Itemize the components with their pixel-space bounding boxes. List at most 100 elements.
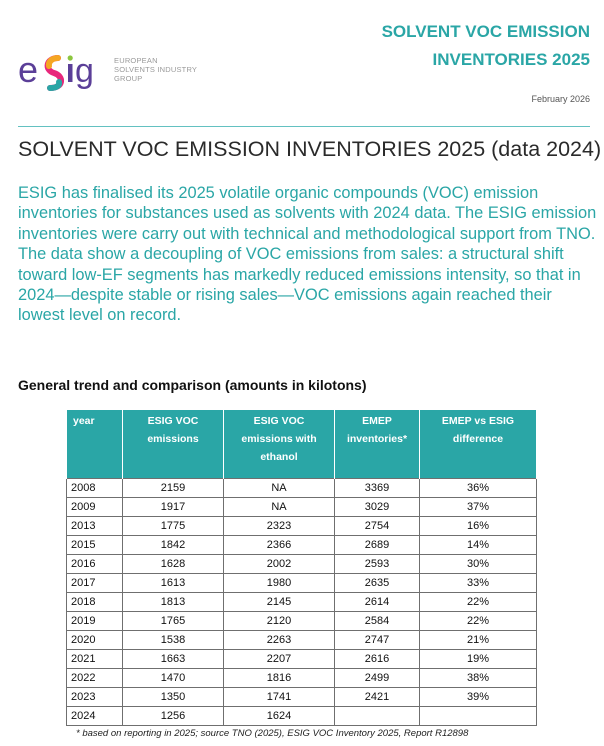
esig-voc-cell: 2159 bbox=[122, 477, 224, 498]
esig-voc-ethanol-cell: 2366 bbox=[223, 534, 335, 555]
esig-voc-ethanol-cell: 2120 bbox=[223, 610, 335, 631]
esig-logo: e g EUROPEAN SOLVENTS INDUSTRY GROUP bbox=[18, 44, 218, 104]
esig-voc-cell: 1256 bbox=[122, 705, 224, 726]
document-title: SOLVENT VOC EMISSION INVENTORIES 2025 bbox=[381, 22, 590, 69]
intro-paragraph: The data show a decoupling of VOC emissi… bbox=[18, 245, 581, 325]
table-row: 2009 1917 NA 3029 37% bbox=[66, 496, 537, 517]
table-row: 2018 1813 2145 2614 22% bbox=[66, 591, 537, 612]
page-heading: SOLVENT VOC EMISSION INVENTORIES 2025 (d… bbox=[18, 137, 602, 161]
difference-cell: 22% bbox=[419, 591, 537, 612]
emep-cell: 2593 bbox=[334, 553, 420, 574]
year-cell: 2017 bbox=[66, 572, 123, 593]
table-row: 2016 1628 2002 2593 30% bbox=[66, 553, 537, 574]
year-cell: 2008 bbox=[66, 477, 123, 498]
svg-text:g: g bbox=[75, 52, 94, 90]
emep-cell: 2689 bbox=[334, 534, 420, 555]
table-row: 2020 1538 2263 2747 21% bbox=[66, 629, 537, 650]
emep-cell: 2635 bbox=[334, 572, 420, 593]
esig-voc-ethanol-cell: NA bbox=[223, 477, 335, 498]
difference-cell: 14% bbox=[419, 534, 537, 555]
esig-logo-mark: e g bbox=[18, 49, 94, 91]
difference-cell: 16% bbox=[419, 515, 537, 536]
header-esig-voc-ethanol: ESIG VOC emissions with ethanol bbox=[223, 410, 335, 478]
document-date: February 2026 bbox=[531, 94, 590, 104]
esig-voc-cell: 1917 bbox=[122, 496, 224, 517]
table-row: 2022 1470 1816 2499 38% bbox=[66, 667, 537, 688]
table-footnote: * based on reporting in 2025; source TNO… bbox=[76, 728, 469, 739]
table-row: 2021 1663 2207 2616 19% bbox=[66, 648, 537, 669]
esig-voc-cell: 1765 bbox=[122, 610, 224, 631]
esig-voc-ethanol-cell: 1816 bbox=[223, 667, 335, 688]
difference-cell: 30% bbox=[419, 553, 537, 574]
table-header-row: year ESIG VOC emissions ESIG VOC emissio… bbox=[66, 410, 537, 478]
header-difference: EMEP vs ESIG difference bbox=[419, 410, 537, 478]
table-row: 2015 1842 2366 2689 14% bbox=[66, 534, 537, 555]
header-year: year bbox=[66, 410, 123, 478]
emep-cell bbox=[334, 705, 420, 726]
difference-cell: 37% bbox=[419, 496, 537, 517]
header-emep: EMEP inventories* bbox=[334, 410, 420, 478]
esig-voc-ethanol-cell: NA bbox=[223, 496, 335, 517]
table-heading: General trend and comparison (amounts in… bbox=[18, 377, 367, 393]
year-cell: 2018 bbox=[66, 591, 123, 612]
year-cell: 2016 bbox=[66, 553, 123, 574]
emissions-table: year ESIG VOC emissions ESIG VOC emissio… bbox=[66, 410, 537, 726]
emep-cell: 3029 bbox=[334, 496, 420, 517]
esig-voc-cell: 1775 bbox=[122, 515, 224, 536]
difference-cell: 33% bbox=[419, 572, 537, 593]
emep-cell: 2499 bbox=[334, 667, 420, 688]
emep-cell: 3369 bbox=[334, 477, 420, 498]
year-cell: 2022 bbox=[66, 667, 123, 688]
esig-voc-cell: 1350 bbox=[122, 686, 224, 707]
esig-voc-ethanol-cell: 1624 bbox=[223, 705, 335, 726]
difference-cell: 36% bbox=[419, 477, 537, 498]
esig-voc-ethanol-cell: 2145 bbox=[223, 591, 335, 612]
year-cell: 2013 bbox=[66, 515, 123, 536]
esig-voc-cell: 1538 bbox=[122, 629, 224, 650]
esig-voc-ethanol-cell: 1741 bbox=[223, 686, 335, 707]
emep-cell: 2421 bbox=[334, 686, 420, 707]
emep-cell: 2614 bbox=[334, 591, 420, 612]
esig-voc-cell: 1663 bbox=[122, 648, 224, 669]
header-esig-voc: ESIG VOC emissions bbox=[122, 410, 224, 478]
year-cell: 2024 bbox=[66, 705, 123, 726]
difference-cell: 19% bbox=[419, 648, 537, 669]
table-row: 2017 1613 1980 2635 33% bbox=[66, 572, 537, 593]
difference-cell: 39% bbox=[419, 686, 537, 707]
table-row: 2019 1765 2120 2584 22% bbox=[66, 610, 537, 631]
esig-voc-cell: 1813 bbox=[122, 591, 224, 612]
esig-voc-ethanol-cell: 1980 bbox=[223, 572, 335, 593]
table-row: 2023 1350 1741 2421 39% bbox=[66, 686, 537, 707]
esig-voc-cell: 1842 bbox=[122, 534, 224, 555]
logo-subtitle: EUROPEAN SOLVENTS INDUSTRY GROUP bbox=[114, 56, 198, 83]
esig-voc-ethanol-cell: 2207 bbox=[223, 648, 335, 669]
intro-paragraph: ESIG has finalised its 2025 volatile org… bbox=[18, 184, 597, 243]
table-row: 2008 2159 NA 3369 36% bbox=[66, 477, 537, 498]
year-cell: 2020 bbox=[66, 629, 123, 650]
svg-text:e: e bbox=[18, 49, 38, 90]
difference-cell: 21% bbox=[419, 629, 537, 650]
esig-voc-ethanol-cell: 2323 bbox=[223, 515, 335, 536]
header-divider bbox=[18, 126, 590, 127]
table-row: 2013 1775 2323 2754 16% bbox=[66, 515, 537, 536]
esig-voc-cell: 1613 bbox=[122, 572, 224, 593]
table-row: 2024 1256 1624 bbox=[66, 705, 537, 726]
difference-cell bbox=[419, 705, 537, 726]
intro-text: ESIG has finalised its 2025 volatile org… bbox=[18, 183, 598, 326]
year-cell: 2015 bbox=[66, 534, 123, 555]
esig-voc-ethanol-cell: 2263 bbox=[223, 629, 335, 650]
emep-cell: 2747 bbox=[334, 629, 420, 650]
difference-cell: 22% bbox=[419, 610, 537, 631]
year-cell: 2009 bbox=[66, 496, 123, 517]
emep-cell: 2584 bbox=[334, 610, 420, 631]
table-body: 2008 2159 NA 3369 36% 2009 1917 NA 3029 37% 2013 17… bbox=[66, 477, 537, 726]
esig-voc-cell: 1470 bbox=[122, 667, 224, 688]
esig-voc-cell: 1628 bbox=[122, 553, 224, 574]
year-cell: 2021 bbox=[66, 648, 123, 669]
year-cell: 2023 bbox=[66, 686, 123, 707]
difference-cell: 38% bbox=[419, 667, 537, 688]
esig-voc-ethanol-cell: 2002 bbox=[223, 553, 335, 574]
emep-cell: 2616 bbox=[334, 648, 420, 669]
year-cell: 2019 bbox=[66, 610, 123, 631]
emep-cell: 2754 bbox=[334, 515, 420, 536]
